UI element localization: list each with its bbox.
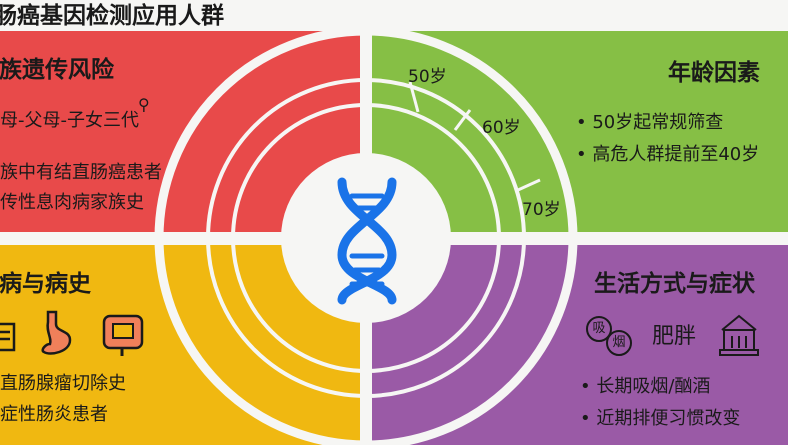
report-icon [0, 322, 16, 352]
smoking-icon: 烟 [606, 330, 632, 356]
building-icon [719, 314, 759, 356]
disease-item: 结直肠腺瘤切除史 [0, 373, 126, 394]
lifestyle-item: • 近期排便习惯改变 [580, 408, 741, 429]
family-item: 家族中有结直肠癌患者 [0, 162, 162, 183]
dna-icon [337, 177, 397, 305]
age-item: • 高危人群提前至40岁 [576, 144, 760, 165]
lifestyle-item: • 长期吸烟/酗酒 [580, 376, 711, 397]
age-item: • 50岁起常规筛查 [576, 112, 724, 133]
disease-heading: 疾病与病史 [0, 271, 91, 297]
lifestyle-quadrant [372, 245, 788, 445]
family-item: 遗传性息肉病家族史 [0, 192, 144, 213]
family-heading: 家族遗传风险 [0, 57, 114, 83]
age-ring-label: 60岁 [482, 118, 521, 138]
obesity-label: 肥胖 [652, 324, 697, 349]
family-tree-icon: ⚲ [138, 95, 150, 114]
stomach-icon [41, 310, 72, 355]
disease-item: 炎症性肠炎患者 [0, 404, 108, 425]
intestine-icon [102, 314, 144, 356]
age-heading: 年龄因素 [668, 60, 760, 86]
age-ring-label: 70岁 [522, 200, 561, 220]
smoking-icon: 吸 [586, 316, 612, 342]
lifestyle-heading: 生活方式与症状 [594, 271, 755, 297]
page-title: 肠癌基因检测应用人群 [0, 3, 224, 29]
age-ring-label: 50岁 [408, 67, 447, 87]
age-quadrant [372, 31, 788, 232]
generations-label: 祖父母-父母-子女三代 [0, 110, 139, 131]
